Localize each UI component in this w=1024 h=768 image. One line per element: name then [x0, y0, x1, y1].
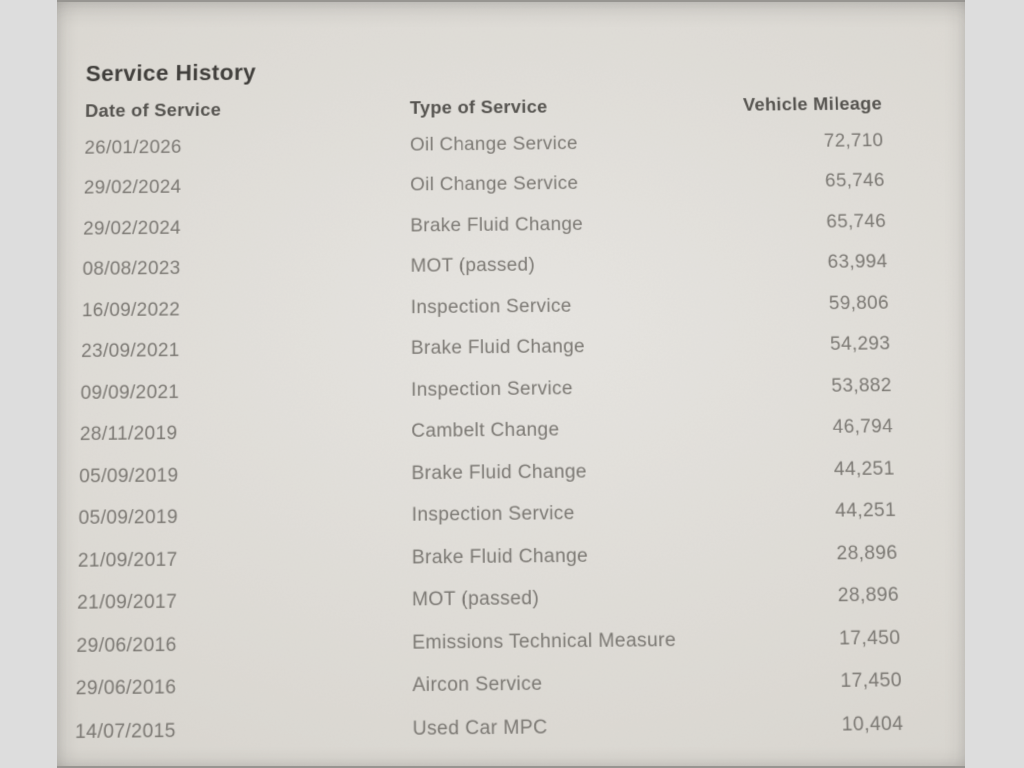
mileage-cell: 65,746 [824, 170, 885, 192]
service-type-cell: Brake Fluid Change [410, 213, 584, 236]
column-header-date: Date of Service [84, 99, 222, 121]
service-type-cell: Brake Fluid Change [410, 336, 586, 359]
mileage-cell: 28,896 [836, 541, 898, 564]
service-type-cell: Inspection Service [410, 295, 572, 318]
service-type-cell: Brake Fluid Change [411, 544, 589, 569]
date-cell: 05/09/2019 [79, 464, 179, 487]
service-history-table: Date of Service Type of Service Vehicle … [75, 90, 923, 764]
mileage-cell: 28,896 [837, 584, 900, 607]
mileage-cell: 63,994 [827, 251, 888, 273]
date-cell: 08/08/2023 [82, 258, 181, 280]
service-type-cell: Oil Change Service [410, 173, 579, 196]
date-cell: 16/09/2022 [81, 299, 181, 321]
service-type-cell: Aircon Service [412, 673, 543, 697]
mileage-cell: 17,450 [838, 626, 901, 650]
page-title: Service History [85, 59, 257, 87]
mileage-cell: 46,794 [832, 416, 894, 438]
mileage-cell: 44,251 [834, 499, 897, 522]
date-cell: 21/09/2017 [77, 548, 178, 572]
date-cell: 29/02/2024 [83, 217, 182, 239]
date-cell: 29/02/2024 [83, 177, 182, 199]
mileage-cell: 17,450 [840, 669, 903, 693]
mileage-cell: 54,293 [829, 333, 891, 355]
paper-photo: Service History Date of Service Type of … [57, 0, 965, 768]
column-header-mileage: Vehicle Mileage [742, 93, 883, 115]
date-cell: 05/09/2019 [78, 506, 179, 529]
date-cell: 23/09/2021 [81, 340, 180, 362]
service-type-cell: MOT (passed) [411, 587, 540, 611]
column-header-type: Type of Service [409, 96, 548, 118]
mileage-cell: 65,746 [826, 210, 887, 232]
mileage-cell: 10,404 [841, 712, 904, 736]
mileage-cell: 59,806 [828, 292, 890, 314]
service-type-cell: Cambelt Change [411, 419, 560, 442]
service-type-cell: Inspection Service [411, 502, 575, 526]
service-history-document: Service History Date of Service Type of … [75, 53, 923, 764]
service-type-cell: Oil Change Service [409, 133, 578, 155]
service-type-cell: Emissions Technical Measure [412, 629, 677, 654]
date-cell: 28/11/2019 [79, 423, 178, 446]
service-type-cell: MOT (passed) [410, 254, 536, 277]
date-cell: 29/06/2016 [75, 676, 177, 700]
date-cell: 14/07/2015 [74, 719, 177, 743]
service-type-cell: Used Car MPC [412, 716, 548, 740]
mileage-cell: 53,882 [831, 374, 893, 397]
date-cell: 09/09/2021 [80, 381, 180, 404]
date-cell: 29/06/2016 [76, 633, 177, 657]
mileage-cell: 72,710 [823, 130, 884, 152]
service-type-cell: Inspection Service [411, 377, 574, 401]
date-cell: 21/09/2017 [76, 591, 178, 614]
service-type-cell: Brake Fluid Change [411, 460, 588, 484]
date-cell: 26/01/2026 [84, 136, 182, 159]
mileage-cell: 44,251 [833, 457, 895, 480]
